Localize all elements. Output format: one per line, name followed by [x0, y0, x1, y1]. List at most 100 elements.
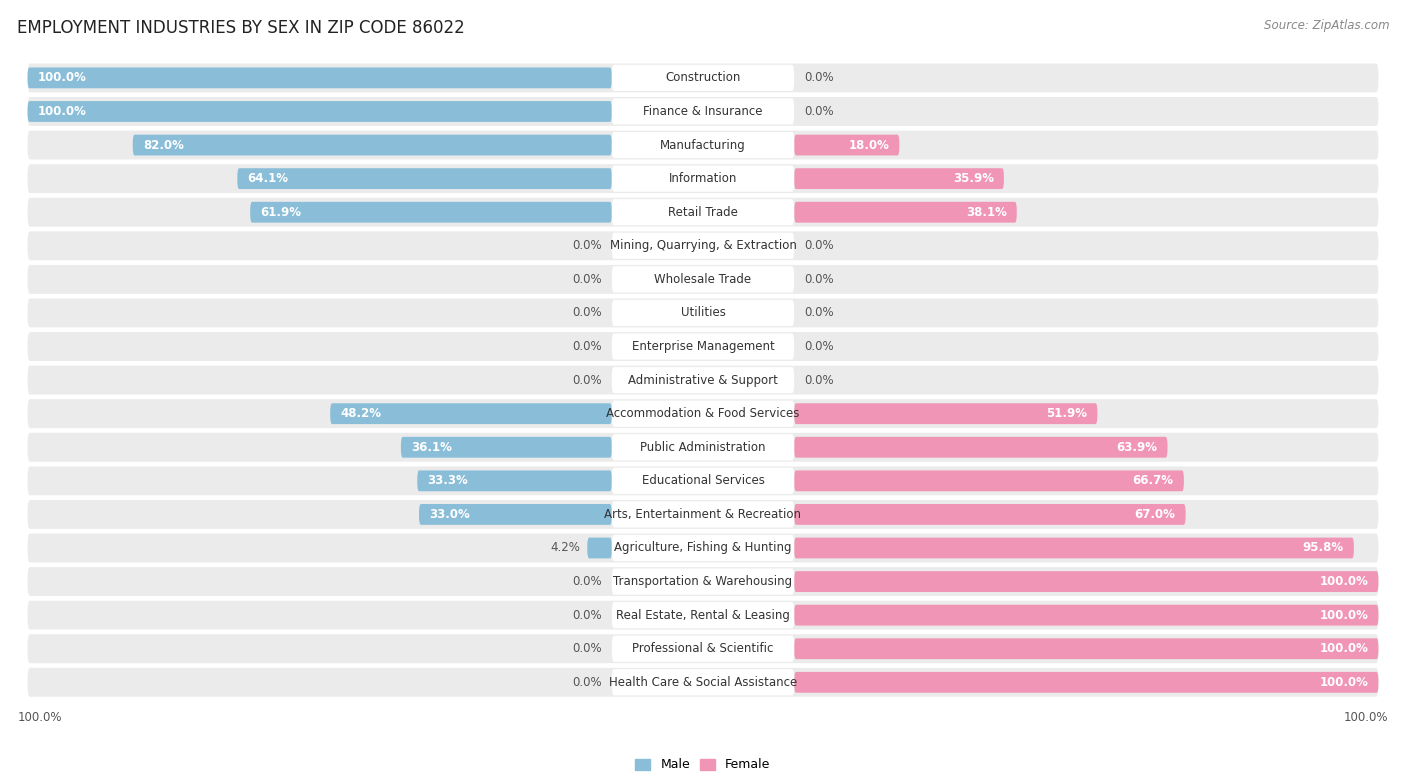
FancyBboxPatch shape [28, 131, 1378, 159]
FancyBboxPatch shape [28, 534, 1378, 563]
FancyBboxPatch shape [794, 134, 900, 155]
FancyBboxPatch shape [612, 199, 794, 225]
FancyBboxPatch shape [794, 639, 1378, 659]
Text: 36.1%: 36.1% [411, 441, 451, 454]
Text: 18.0%: 18.0% [848, 138, 889, 152]
Text: 100.0%: 100.0% [38, 105, 87, 118]
FancyBboxPatch shape [794, 403, 1098, 424]
Text: 0.0%: 0.0% [572, 575, 602, 588]
FancyBboxPatch shape [28, 567, 1378, 596]
Text: 0.0%: 0.0% [804, 71, 834, 85]
FancyBboxPatch shape [28, 399, 1378, 428]
FancyBboxPatch shape [612, 602, 794, 629]
FancyBboxPatch shape [28, 601, 1378, 629]
FancyBboxPatch shape [612, 132, 794, 159]
Text: Arts, Entertainment & Recreation: Arts, Entertainment & Recreation [605, 508, 801, 521]
Text: Administrative & Support: Administrative & Support [628, 374, 778, 387]
FancyBboxPatch shape [612, 401, 794, 427]
Legend: Male, Female: Male, Female [630, 754, 776, 776]
Text: Information: Information [669, 172, 737, 185]
FancyBboxPatch shape [794, 169, 1004, 189]
FancyBboxPatch shape [28, 101, 612, 122]
FancyBboxPatch shape [401, 437, 612, 458]
FancyBboxPatch shape [612, 300, 794, 326]
FancyBboxPatch shape [612, 535, 794, 561]
Text: 100.0%: 100.0% [1319, 643, 1368, 655]
Text: 61.9%: 61.9% [260, 206, 301, 218]
FancyBboxPatch shape [28, 366, 1378, 395]
Text: 48.2%: 48.2% [340, 407, 381, 420]
Text: 100.0%: 100.0% [1319, 608, 1368, 622]
Text: Source: ZipAtlas.com: Source: ZipAtlas.com [1264, 19, 1389, 33]
Text: Transportation & Warehousing: Transportation & Warehousing [613, 575, 793, 588]
FancyBboxPatch shape [28, 433, 1378, 462]
FancyBboxPatch shape [612, 333, 794, 360]
FancyBboxPatch shape [28, 64, 1378, 92]
Text: Professional & Scientific: Professional & Scientific [633, 643, 773, 655]
Text: Manufacturing: Manufacturing [661, 138, 745, 152]
FancyBboxPatch shape [794, 504, 1185, 524]
Text: EMPLOYMENT INDUSTRIES BY SEX IN ZIP CODE 86022: EMPLOYMENT INDUSTRIES BY SEX IN ZIP CODE… [17, 19, 464, 37]
Text: Finance & Insurance: Finance & Insurance [644, 105, 762, 118]
Text: 0.0%: 0.0% [804, 273, 834, 286]
Text: 0.0%: 0.0% [572, 340, 602, 353]
Text: Real Estate, Rental & Leasing: Real Estate, Rental & Leasing [616, 608, 790, 622]
Text: Accommodation & Food Services: Accommodation & Food Services [606, 407, 800, 420]
Text: 33.0%: 33.0% [429, 508, 470, 521]
FancyBboxPatch shape [794, 571, 1378, 592]
FancyBboxPatch shape [28, 466, 1378, 495]
Text: 0.0%: 0.0% [572, 643, 602, 655]
FancyBboxPatch shape [612, 64, 794, 91]
Text: Educational Services: Educational Services [641, 474, 765, 487]
FancyBboxPatch shape [612, 267, 794, 292]
FancyBboxPatch shape [612, 367, 794, 393]
FancyBboxPatch shape [419, 504, 612, 524]
Text: 51.9%: 51.9% [1046, 407, 1087, 420]
Text: 63.9%: 63.9% [1116, 441, 1157, 454]
Text: 66.7%: 66.7% [1133, 474, 1174, 487]
Text: 0.0%: 0.0% [572, 273, 602, 286]
FancyBboxPatch shape [794, 605, 1378, 625]
Text: 100.0%: 100.0% [1319, 676, 1368, 689]
Text: Retail Trade: Retail Trade [668, 206, 738, 218]
Text: Health Care & Social Assistance: Health Care & Social Assistance [609, 676, 797, 689]
FancyBboxPatch shape [612, 636, 794, 662]
Text: Mining, Quarrying, & Extraction: Mining, Quarrying, & Extraction [610, 239, 796, 253]
Text: 100.0%: 100.0% [1344, 711, 1389, 724]
Text: 100.0%: 100.0% [17, 711, 62, 724]
Text: 33.3%: 33.3% [427, 474, 468, 487]
Text: 0.0%: 0.0% [804, 374, 834, 387]
FancyBboxPatch shape [28, 265, 1378, 294]
Text: 67.0%: 67.0% [1135, 508, 1175, 521]
FancyBboxPatch shape [794, 437, 1167, 458]
Text: Agriculture, Fishing & Hunting: Agriculture, Fishing & Hunting [614, 542, 792, 555]
FancyBboxPatch shape [612, 501, 794, 528]
Text: 0.0%: 0.0% [572, 608, 602, 622]
FancyBboxPatch shape [418, 470, 612, 491]
FancyBboxPatch shape [794, 538, 1354, 559]
FancyBboxPatch shape [612, 434, 794, 460]
FancyBboxPatch shape [612, 99, 794, 124]
FancyBboxPatch shape [588, 538, 612, 559]
FancyBboxPatch shape [238, 169, 612, 189]
FancyBboxPatch shape [612, 669, 794, 695]
Text: Wholesale Trade: Wholesale Trade [654, 273, 752, 286]
FancyBboxPatch shape [28, 97, 1378, 126]
FancyBboxPatch shape [612, 232, 794, 259]
Text: Construction: Construction [665, 71, 741, 85]
Text: 82.0%: 82.0% [143, 138, 184, 152]
Text: 0.0%: 0.0% [804, 105, 834, 118]
Text: Utilities: Utilities [681, 306, 725, 319]
Text: 4.2%: 4.2% [551, 542, 581, 555]
FancyBboxPatch shape [794, 672, 1378, 693]
FancyBboxPatch shape [28, 164, 1378, 193]
FancyBboxPatch shape [612, 569, 794, 594]
Text: Enterprise Management: Enterprise Management [631, 340, 775, 353]
Text: 0.0%: 0.0% [572, 239, 602, 253]
FancyBboxPatch shape [28, 298, 1378, 327]
FancyBboxPatch shape [250, 202, 612, 223]
Text: 64.1%: 64.1% [247, 172, 288, 185]
FancyBboxPatch shape [28, 500, 1378, 529]
FancyBboxPatch shape [28, 332, 1378, 361]
Text: 95.8%: 95.8% [1302, 542, 1344, 555]
